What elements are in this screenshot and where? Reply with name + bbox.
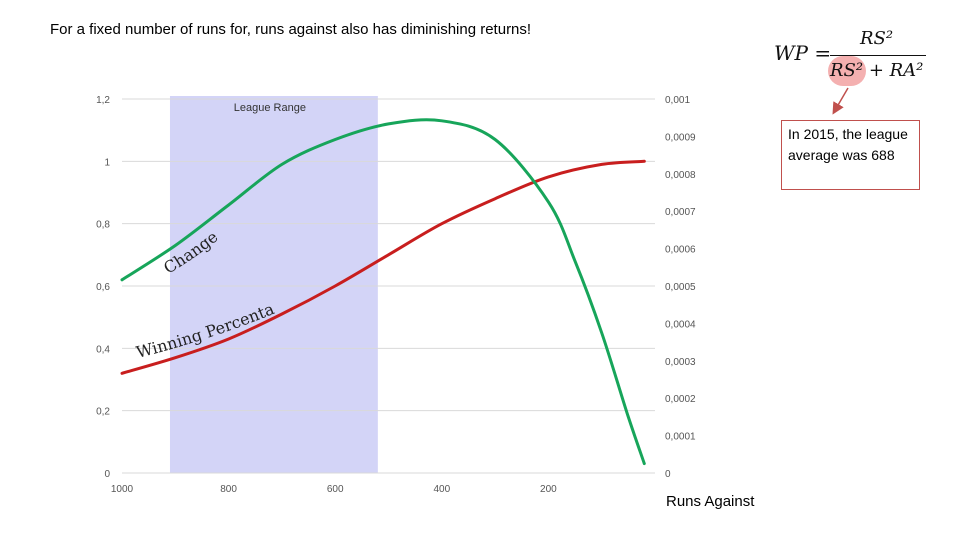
y-left-tick-label: 0,4: [96, 344, 110, 355]
change-line: [120, 118, 646, 466]
formula-numerator: RS²: [860, 28, 894, 49]
formula-lhs: WP =: [774, 41, 832, 65]
y-left-tick-label: 0: [104, 469, 110, 480]
league-average-callout: In 2015, the league average was 688: [781, 120, 920, 190]
x-tick-label: 1000: [111, 484, 134, 495]
win-percentage-formula: WP = RS² RS² + RA²: [772, 26, 932, 90]
y-right-tick-label: 0,001: [665, 95, 690, 106]
y-right-tick-label: 0,0002: [665, 394, 696, 405]
y-left-tick-label: 0,8: [96, 220, 110, 231]
winning-percentage-line: [120, 159, 646, 375]
y-right-tick-label: 0,0003: [665, 357, 696, 368]
x-tick-label: 600: [327, 484, 344, 495]
x-axis-title: Runs Against: [666, 493, 755, 510]
callout-arrow: [832, 87, 849, 115]
y-right-tick-label: 0,0006: [665, 245, 696, 256]
x-tick-label: 400: [433, 484, 450, 495]
y-right-tick-label: 0,0009: [665, 132, 696, 143]
league-range-band: [169, 96, 378, 473]
league-range-label: League Range: [234, 102, 306, 114]
y-right-tick-label: 0,0001: [665, 432, 696, 443]
slide-title: For a fixed number of runs for, runs aga…: [50, 21, 532, 38]
y-right-tick-label: 0,0008: [665, 170, 696, 181]
y-left-tick-label: 1: [104, 157, 110, 168]
y-left-tick-label: 0,6: [96, 282, 110, 293]
y-right-tick-label: 0,0005: [665, 282, 696, 293]
formula-denominator: RS² + RA²: [830, 60, 924, 81]
x-tick-label: 800: [220, 484, 237, 495]
y-right-tick-label: 0,0007: [665, 207, 696, 218]
x-tick-label: 200: [540, 484, 557, 495]
y-right-tick-label: 0: [665, 469, 671, 480]
formula-fraction-bar: [830, 55, 926, 56]
formula-highlight: [828, 56, 866, 86]
y-right-tick-label: 0,0004: [665, 319, 696, 330]
y-left-tick-label: 0,2: [96, 407, 110, 418]
y-left-tick-label: 1,2: [96, 95, 110, 106]
